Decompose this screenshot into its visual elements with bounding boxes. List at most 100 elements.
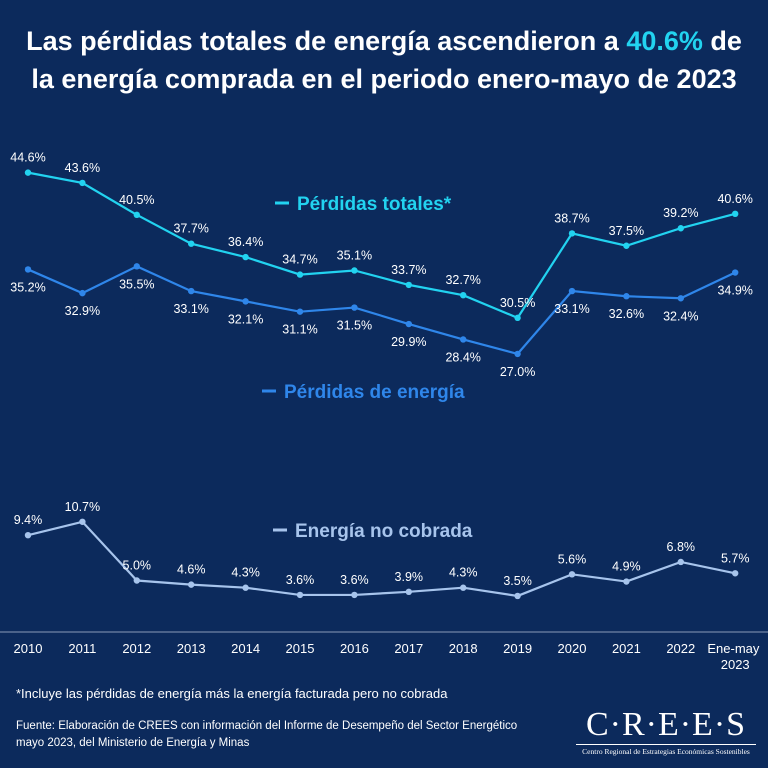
value-label: 4.9% xyxy=(612,560,641,574)
data-point xyxy=(732,210,739,218)
x-tick-label: 2013 xyxy=(177,641,206,656)
x-tick-label: 2018 xyxy=(449,641,478,656)
value-label: 5.6% xyxy=(558,552,587,566)
value-label: 30.5% xyxy=(500,296,535,310)
value-label: 33.1% xyxy=(173,302,208,316)
data-point xyxy=(188,287,195,295)
data-point xyxy=(732,570,739,577)
value-label: 4.3% xyxy=(231,566,260,580)
value-label: 3.6% xyxy=(286,573,315,587)
data-point xyxy=(623,293,630,300)
value-label: 36.4% xyxy=(228,235,263,249)
legend-label: Energía no cobrada xyxy=(295,521,473,542)
value-label: 32.7% xyxy=(445,273,480,287)
value-label: 32.9% xyxy=(65,304,100,318)
data-point xyxy=(296,271,304,278)
value-label: 9.4% xyxy=(14,513,43,527)
value-label: 3.6% xyxy=(340,573,369,587)
data-point xyxy=(677,225,684,232)
title-highlight: 40.6% xyxy=(626,26,703,56)
value-label: 32.6% xyxy=(609,307,644,321)
value-label: 5.0% xyxy=(123,559,152,573)
value-label: 10.7% xyxy=(65,500,100,514)
value-label: 43.6% xyxy=(65,161,100,175)
value-label: 37.7% xyxy=(173,222,208,236)
x-tick-label: 2019 xyxy=(503,641,532,656)
value-label: 33.1% xyxy=(554,302,589,316)
data-point xyxy=(351,304,358,311)
x-tick-label: 2010 xyxy=(14,641,43,656)
value-label: 39.2% xyxy=(663,206,698,220)
data-point xyxy=(405,320,412,328)
title-start: Las pérdidas totales de energía ascendie… xyxy=(26,26,619,56)
x-tick-label: Ene-may 2023 xyxy=(707,641,763,672)
value-label: 28.4% xyxy=(445,350,480,364)
value-label: 33.7% xyxy=(391,263,426,277)
title-end: de la energía comprada en el periodo ene… xyxy=(31,26,742,94)
x-tick-label: 2017 xyxy=(394,641,423,656)
data-point xyxy=(351,591,358,599)
data-point xyxy=(460,336,467,343)
x-tick-label: 2015 xyxy=(286,641,315,656)
footnote: *Incluye las pérdidas de energía más la … xyxy=(16,686,448,701)
data-point xyxy=(623,578,630,585)
data-point xyxy=(623,242,630,249)
value-label: 35.1% xyxy=(337,248,372,262)
data-point xyxy=(79,289,86,297)
title: Las pérdidas totales de energía ascendie… xyxy=(14,22,754,98)
source: Fuente: Elaboración de CREES con informa… xyxy=(16,720,518,749)
data-point xyxy=(188,240,195,247)
value-label: 40.5% xyxy=(119,193,154,207)
data-point xyxy=(133,577,140,584)
value-label: 34.9% xyxy=(717,284,752,298)
data-point xyxy=(24,169,32,176)
data-point xyxy=(514,350,521,358)
x-tick-label: 2016 xyxy=(340,641,369,656)
series-line xyxy=(27,171,736,320)
x-tick-label: 2012 xyxy=(122,641,151,656)
data-point xyxy=(568,230,576,237)
data-point xyxy=(460,291,467,299)
data-point xyxy=(24,266,32,273)
value-label: 31.1% xyxy=(282,323,317,337)
x-tick-label: 2021 xyxy=(612,641,641,656)
data-point xyxy=(568,287,576,295)
data-point xyxy=(188,581,195,588)
data-point xyxy=(460,584,467,591)
value-label: 37.5% xyxy=(609,224,644,238)
data-point xyxy=(24,531,32,539)
legend-label: Pérdidas de energía xyxy=(284,382,465,403)
data-point xyxy=(405,588,412,596)
x-tick-label: 2022 xyxy=(666,641,695,656)
x-tick-label: 2014 xyxy=(231,641,260,656)
value-label: 34.7% xyxy=(282,253,317,267)
value-label: 4.3% xyxy=(449,566,478,580)
value-label: 31.5% xyxy=(337,319,372,333)
value-label: 5.7% xyxy=(721,551,750,565)
value-label: 35.2% xyxy=(10,280,45,294)
data-point xyxy=(514,314,521,322)
data-point xyxy=(79,179,86,187)
x-tick-label: 2011 xyxy=(68,641,96,656)
data-point xyxy=(732,269,739,276)
value-label: 35.5% xyxy=(119,277,154,291)
data-point xyxy=(296,308,304,315)
data-point xyxy=(677,295,684,302)
value-label: 29.9% xyxy=(391,335,426,349)
data-point xyxy=(677,558,684,566)
value-label: 44.6% xyxy=(10,151,45,165)
value-label: 32.1% xyxy=(228,312,263,326)
value-label: 6.8% xyxy=(667,540,696,554)
legend-label: Pérdidas totales* xyxy=(297,194,452,215)
logo-name: C·R·E·E·S xyxy=(585,706,747,743)
data-point xyxy=(242,298,249,305)
value-label: 32.4% xyxy=(663,309,698,323)
data-point xyxy=(133,211,140,219)
value-label: 4.6% xyxy=(177,563,206,577)
data-point xyxy=(568,571,576,578)
value-label: 38.7% xyxy=(554,211,589,225)
value-label: 3.9% xyxy=(395,570,424,584)
logo-subtitle: Centro Regional de Estrategias Económica… xyxy=(576,744,756,756)
data-point xyxy=(405,281,412,289)
